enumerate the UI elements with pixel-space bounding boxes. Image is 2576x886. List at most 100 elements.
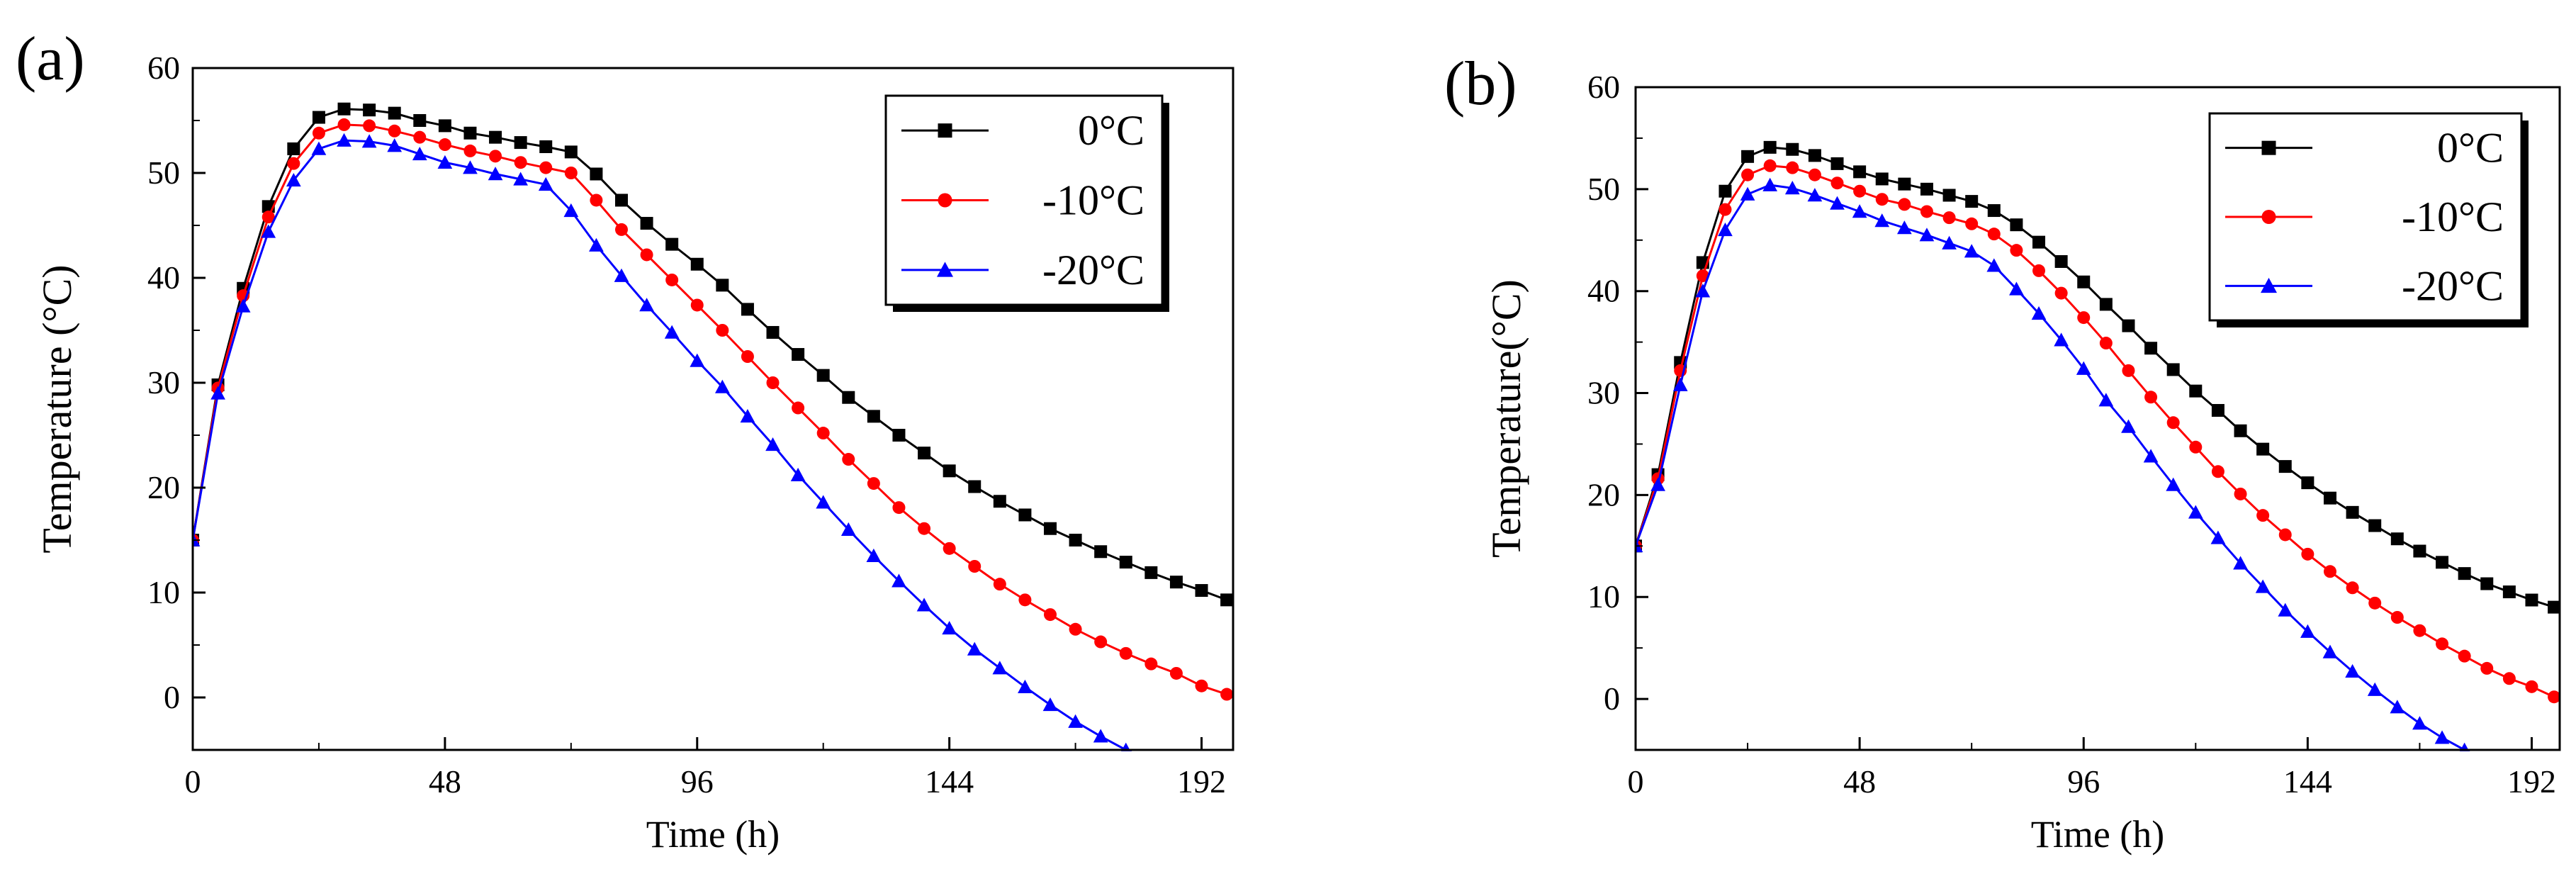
data-point--20C-2 xyxy=(1672,377,1688,391)
data-point-0C-27 xyxy=(2234,424,2247,437)
y-tick-label: 20 xyxy=(1587,476,1620,512)
data-point--10C-39 xyxy=(1169,666,1183,680)
data-point--20C-8 xyxy=(387,138,403,152)
data-point--20C-13 xyxy=(513,172,528,186)
data-point--20C-32 xyxy=(2345,663,2360,678)
data-point-0C-40 xyxy=(1195,584,1208,598)
data-point-0C-21 xyxy=(2099,298,2113,311)
data-point-0C-8 xyxy=(1808,149,1821,162)
legend-marker xyxy=(2261,210,2276,224)
data-point--20C-21 xyxy=(714,379,730,393)
data-point--10C-16 xyxy=(590,194,603,207)
plot-area xyxy=(1636,140,2560,751)
data-point-0C-31 xyxy=(968,480,982,493)
data-point--10C-8 xyxy=(1808,168,1821,181)
data-point-0C-22 xyxy=(2122,319,2135,332)
data-point--20C-20 xyxy=(2076,361,2091,375)
data-point--10C-12 xyxy=(489,150,502,163)
data-point-0C-11 xyxy=(463,126,477,140)
x-tick-label: 144 xyxy=(2283,763,2332,800)
data-point--10C-13 xyxy=(514,156,527,169)
data-point-0C-17 xyxy=(614,194,628,207)
y-tick-label: 30 xyxy=(1587,375,1620,411)
data-point--10C-40 xyxy=(2525,680,2538,693)
data-point-0C-4 xyxy=(1719,184,1732,198)
data-point--10C-20 xyxy=(2077,311,2091,325)
y-tick-label: 40 xyxy=(1587,273,1620,309)
data-point--20C-22 xyxy=(740,409,755,423)
data-point--10C-9 xyxy=(413,130,427,144)
data-point-0C-9 xyxy=(413,114,427,127)
data-point-0C-28 xyxy=(892,429,906,442)
data-point-0C-12 xyxy=(1898,177,1911,191)
data-point-0C-25 xyxy=(2189,384,2203,398)
data-point--10C-29 xyxy=(2278,528,2292,542)
data-point-0C-34 xyxy=(2390,532,2404,546)
data-point--20C-24 xyxy=(790,467,806,482)
data-point--10C-27 xyxy=(867,477,880,490)
data-point-0C-32 xyxy=(2346,505,2359,519)
data-point-0C-10 xyxy=(1853,165,1867,179)
data-point-0C-23 xyxy=(2144,342,2158,355)
data-point--20C-6 xyxy=(337,133,351,147)
data-point--10C-41 xyxy=(1220,688,1233,701)
data-point--10C-3 xyxy=(261,211,275,224)
data-point--20C-17 xyxy=(614,268,629,282)
data-point--10C-31 xyxy=(2323,565,2336,578)
data-point--20C-16 xyxy=(589,237,604,252)
data-point--20C-29 xyxy=(916,598,932,612)
data-point--20C-30 xyxy=(2300,624,2315,638)
data-point--20C-12 xyxy=(488,167,503,181)
data-point--20C-18 xyxy=(639,298,654,312)
data-point--10C-39 xyxy=(2502,672,2516,685)
data-point--20C-15 xyxy=(563,203,579,218)
data-point-0C-32 xyxy=(993,495,1006,508)
data-point--10C-13 xyxy=(1920,205,1933,218)
data-point--20C-31 xyxy=(2322,644,2338,658)
data-point--10C-4 xyxy=(287,157,300,170)
data-point--10C-6 xyxy=(337,118,351,131)
data-point-0C-29 xyxy=(2278,460,2292,473)
data-point--10C-30 xyxy=(943,542,956,555)
data-point--10C-26 xyxy=(2211,465,2225,478)
data-point--10C-21 xyxy=(716,324,729,337)
data-point--10C-19 xyxy=(2054,286,2068,300)
data-point--20C-10 xyxy=(437,155,453,169)
legend-marker xyxy=(937,262,953,277)
data-point--20C-14 xyxy=(1942,235,1957,249)
data-point-0C-7 xyxy=(1786,142,1799,156)
data-point-0C-15 xyxy=(1965,195,1979,208)
data-point--20C-13 xyxy=(1919,228,1935,242)
axes-frame xyxy=(191,67,1234,751)
data-point--10C-29 xyxy=(918,522,931,535)
data-point--20C-34 xyxy=(1042,697,1058,712)
data-point--10C-33 xyxy=(2368,596,2382,610)
data-point-0C-37 xyxy=(2458,567,2471,581)
legend: 0°C -10°C -20°C xyxy=(884,94,1169,312)
data-point--20C-12 xyxy=(1896,220,1912,235)
data-point-0C-20 xyxy=(2077,275,2091,288)
data-point--10C-35 xyxy=(2413,624,2426,637)
data-point--10C-23 xyxy=(2144,391,2158,404)
data-point-0C-14 xyxy=(1942,189,1956,202)
y-tick-label: 20 xyxy=(147,469,180,505)
data-point-0C-6 xyxy=(337,102,351,116)
data-point--10C-33 xyxy=(1018,593,1032,607)
y-tick-label: 60 xyxy=(1587,69,1620,105)
data-point--20C-8 xyxy=(1807,188,1823,202)
data-point--10C-14 xyxy=(1942,211,1956,225)
data-point--10C-20 xyxy=(690,298,704,312)
data-point--20C-7 xyxy=(1784,181,1800,195)
data-point-0C-35 xyxy=(2413,544,2426,558)
y-tick-label: 50 xyxy=(147,155,180,191)
data-point--10C-28 xyxy=(892,501,906,515)
data-point-0C-13 xyxy=(514,136,527,150)
data-point--10C-21 xyxy=(2099,337,2113,350)
x-tick-label: 144 xyxy=(925,763,974,800)
legend-marker xyxy=(2261,277,2277,293)
data-point--10C-16 xyxy=(1987,228,2001,241)
data-point--10C-15 xyxy=(1965,217,1979,230)
data-point--20C-24 xyxy=(2166,477,2181,491)
legend: 0°C -10°C -20°C xyxy=(2208,112,2529,327)
